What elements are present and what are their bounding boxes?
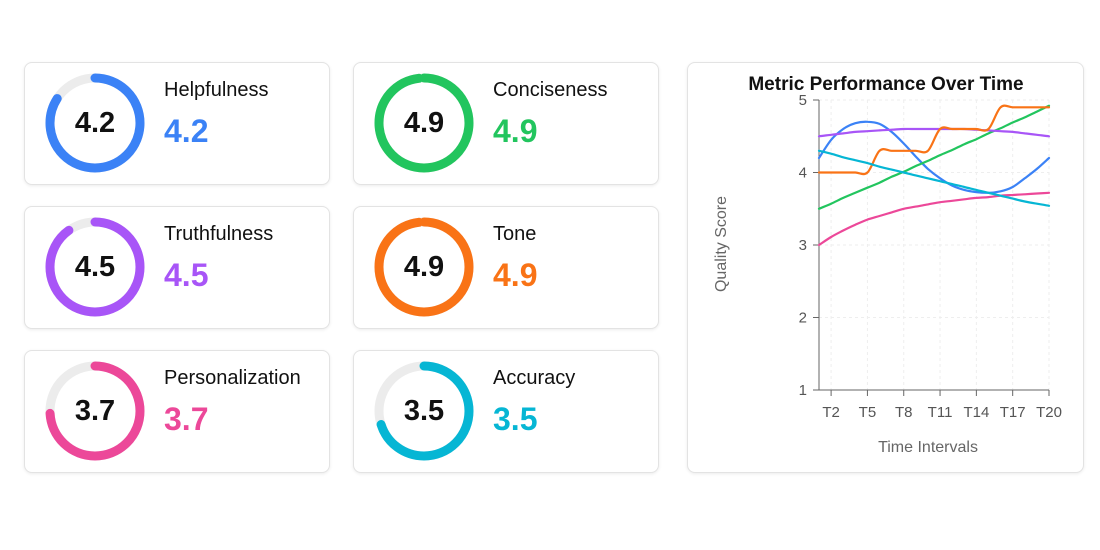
- metric-score: 4.9: [493, 113, 538, 149]
- score-ring: [45, 217, 145, 317]
- metric-score: 3.5: [493, 401, 538, 437]
- metric-score: 4.5: [164, 257, 209, 293]
- series-lines: [817, 104, 1051, 247]
- score-ring: [374, 73, 474, 173]
- series-line-5: [817, 149, 1051, 207]
- ring-value: 4.5: [74, 251, 116, 283]
- metric-name: Tone: [493, 223, 537, 245]
- ring-progress: [374, 217, 474, 317]
- y-axis-label: Quality Score: [713, 196, 730, 292]
- y-tick-label: 3: [799, 237, 807, 254]
- score-ring: [45, 73, 145, 173]
- ring-progress: [374, 73, 474, 173]
- metric-card-tone: 4.9 Tone 4.9: [353, 206, 659, 329]
- ring-value: 4.9: [403, 251, 445, 283]
- x-tick-label: T8: [895, 404, 913, 421]
- grid: [819, 99, 1050, 391]
- metric-score: 4.2: [164, 113, 209, 149]
- ring-progress: [374, 361, 474, 461]
- metric-score: 4.9: [493, 257, 538, 293]
- ring-progress: [45, 217, 145, 317]
- metric-card-personalization: 3.7 Personalization 3.7: [24, 350, 330, 473]
- x-tick-label: T2: [822, 404, 840, 421]
- series-line-1: [817, 104, 1051, 210]
- score-ring: [374, 217, 474, 317]
- score-ring: [374, 361, 474, 461]
- chart-card: Metric Performance Over Time 1 2 3 4 5 T2 T5 T8…: [687, 62, 1084, 473]
- x-tick-label: T5: [859, 404, 877, 421]
- line-chart: Metric Performance Over Time 1 2 3 4 5 T2 T5 T8…: [713, 74, 1062, 456]
- ring-value: 4.9: [403, 107, 445, 139]
- x-tick-label: T14: [963, 404, 989, 421]
- metric-name: Personalization: [164, 367, 301, 389]
- x-tick-label: T11: [928, 404, 953, 421]
- series-line-2: [817, 127, 1051, 138]
- series-line-0: [817, 120, 1051, 194]
- x-tick-label: T17: [1000, 404, 1026, 421]
- metric-name: Helpfulness: [164, 79, 269, 101]
- ring-value: 3.7: [74, 395, 116, 427]
- x-tick-label: T20: [1036, 404, 1062, 421]
- metric-card-conciseness: 4.9 Conciseness 4.9: [353, 62, 659, 185]
- y-tick-label: 2: [799, 310, 807, 327]
- metric-card-accuracy: 3.5 Accuracy 3.5: [353, 350, 659, 473]
- x-axis-label: Time Intervals: [878, 439, 978, 456]
- series-line-3: [817, 104, 1051, 176]
- metric-name: Accuracy: [493, 367, 576, 389]
- axes: 1 2 3 4 5 T2 T5 T8 T11 T14 T17 T20: [799, 92, 1062, 421]
- y-tick-label: 1: [799, 382, 807, 399]
- metric-name: Conciseness: [493, 79, 608, 101]
- chart-title: Metric Performance Over Time: [748, 74, 1023, 95]
- metric-name: Truthfulness: [164, 223, 274, 245]
- ring-progress: [45, 73, 145, 173]
- metric-card-helpfulness: 4.2 Helpfulness 4.2: [24, 62, 330, 185]
- metric-score: 3.7: [164, 401, 209, 437]
- score-ring: [45, 361, 145, 461]
- metric-card-truthfulness: 4.5 Truthfulness 4.5: [24, 206, 330, 329]
- ring-value: 3.5: [403, 395, 445, 427]
- series-line-4: [817, 191, 1051, 247]
- y-tick-label: 4: [799, 165, 807, 182]
- ring-progress: [45, 361, 145, 461]
- y-tick-label: 5: [799, 92, 807, 109]
- ring-value: 4.2: [74, 107, 116, 139]
